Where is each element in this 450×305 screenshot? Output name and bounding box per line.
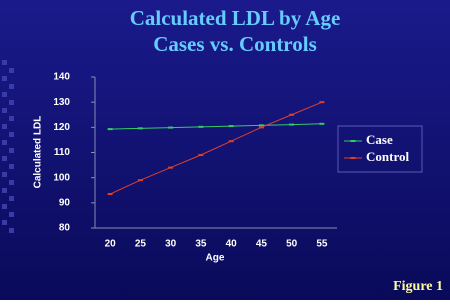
x-tick-label: 35 xyxy=(195,239,207,250)
side-pattern xyxy=(2,60,14,233)
x-tick-label: 50 xyxy=(286,239,298,250)
x-tick-label: 55 xyxy=(316,239,328,250)
point-marker xyxy=(168,166,174,169)
y-tick-label: 130 xyxy=(53,97,70,108)
point-marker xyxy=(228,140,234,143)
y-tick-label: 90 xyxy=(59,197,71,208)
legend-label: Case xyxy=(366,132,393,147)
point-marker xyxy=(107,193,113,196)
legend-marker xyxy=(350,157,356,159)
y-tick-label: 120 xyxy=(53,122,70,133)
chart-title: Calculated LDL by Age xyxy=(130,6,341,30)
chart-subtitle: Cases vs. Controls xyxy=(153,32,317,56)
y-tick-label: 100 xyxy=(53,172,70,183)
x-tick-label: 30 xyxy=(165,239,177,250)
point-marker xyxy=(198,154,204,157)
x-tick-label: 40 xyxy=(226,239,238,250)
legend-box xyxy=(337,125,423,173)
point-marker xyxy=(289,123,295,126)
point-marker xyxy=(107,128,113,131)
x-tick-label: 25 xyxy=(135,239,147,250)
legend-label: Control xyxy=(366,149,409,164)
series-line xyxy=(109,101,323,195)
point-marker xyxy=(168,126,174,129)
x-axis-label: Age xyxy=(206,253,225,264)
point-marker xyxy=(198,125,204,128)
y-axis-label: Calculated LDL xyxy=(33,116,44,189)
point-marker xyxy=(258,124,264,127)
point-marker xyxy=(258,126,264,129)
figure-label: Figure 1 xyxy=(393,279,443,294)
x-tick-label: 20 xyxy=(105,239,117,250)
point-marker xyxy=(289,113,295,116)
x-tick-label: 45 xyxy=(256,239,268,250)
y-tick-label: 80 xyxy=(59,223,71,234)
series-line xyxy=(110,123,322,130)
y-tick-label: 110 xyxy=(54,147,71,158)
point-marker xyxy=(319,101,325,104)
y-tick-label: 140 xyxy=(53,72,70,83)
point-marker xyxy=(137,127,143,130)
point-marker xyxy=(137,179,143,182)
point-marker xyxy=(228,125,234,128)
legend-marker xyxy=(350,140,356,142)
point-marker xyxy=(319,122,325,125)
